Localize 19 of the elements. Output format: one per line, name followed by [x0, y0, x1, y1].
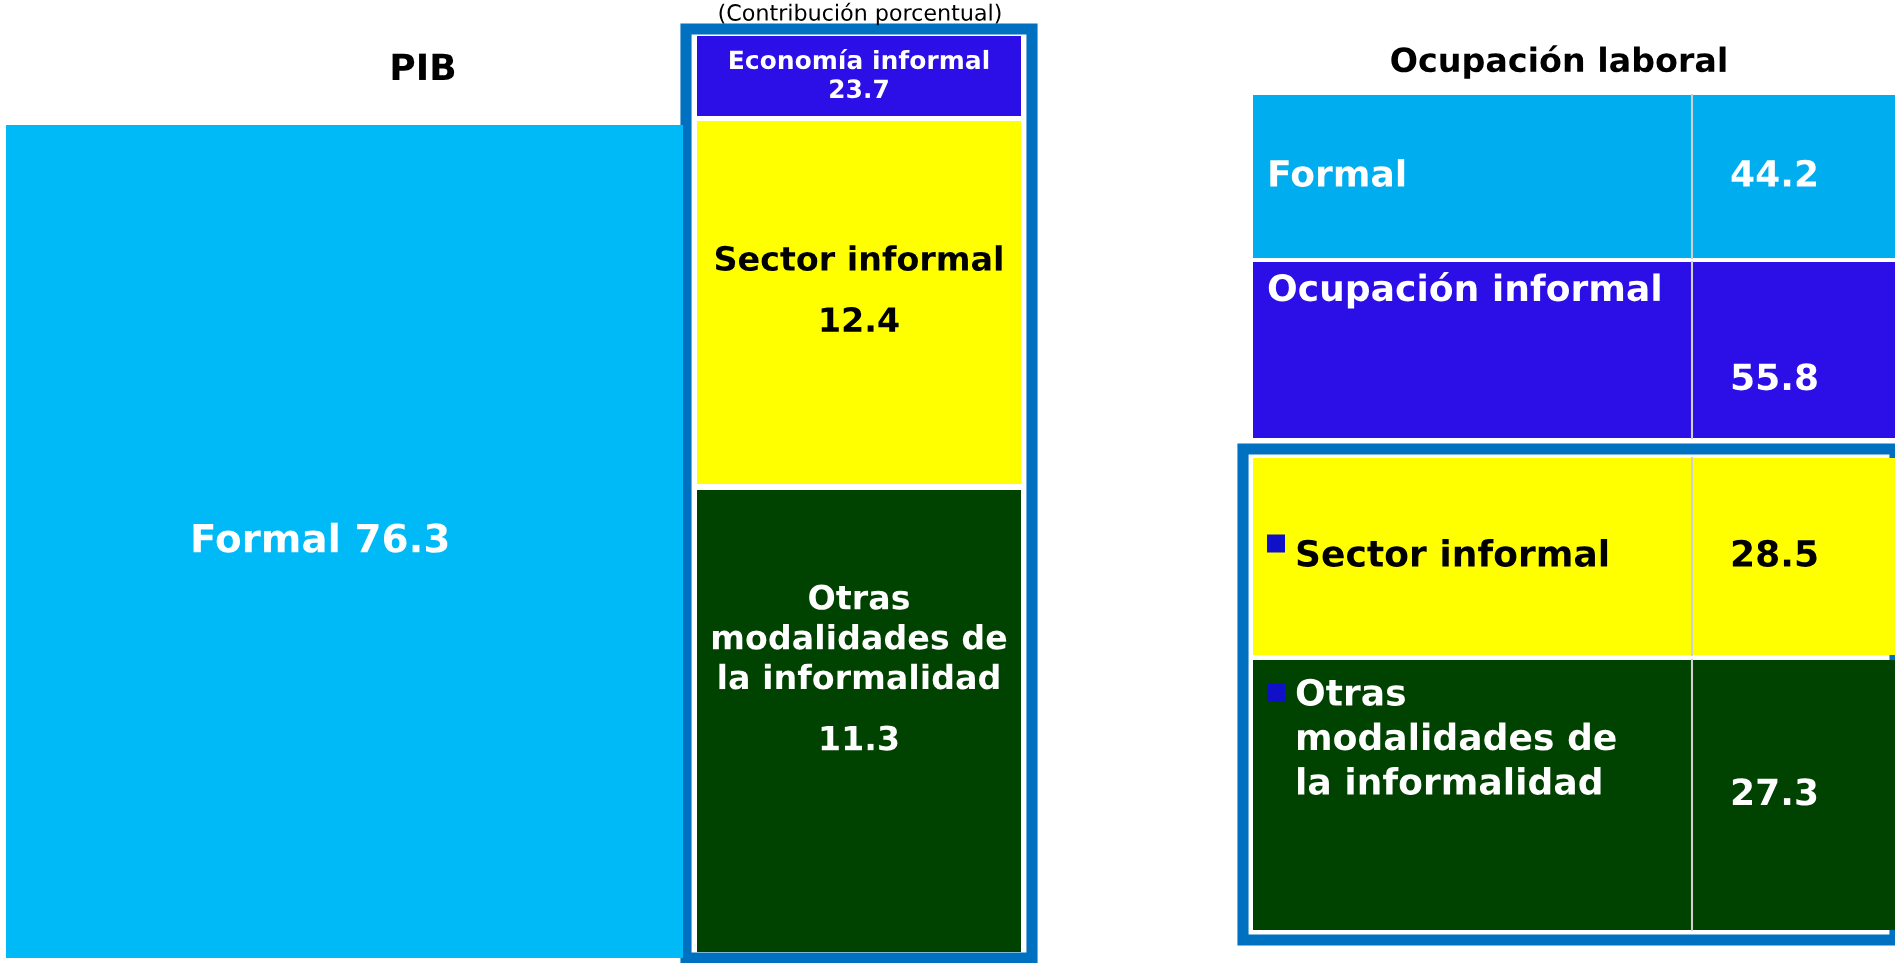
data-label: 55.8 [1732, 363, 1817, 391]
category-label: Sector informal [715, 245, 1002, 272]
data-label: 44.2 [1731, 159, 1816, 187]
data-label: 12.4 [821, 306, 899, 332]
category-label: Formal [1270, 159, 1405, 187]
data-label: 23.7 [830, 79, 888, 99]
category-label: Formal [193, 522, 338, 553]
text: PIB [392, 53, 455, 80]
text: (Contribución porcentual) [719, 2, 1001, 26]
category-label: Otras modalidades de la informalidad [712, 584, 1007, 690]
category-label: Sector informal [1297, 539, 1608, 567]
data-label: 27.3 [1732, 778, 1817, 806]
data-label: 76.3 [357, 523, 448, 553]
data-label: 11.3 [821, 725, 898, 751]
category-label: Economía informal [730, 48, 989, 70]
category-label: Otras modalidades de la informalidad [1296, 678, 1616, 796]
text: Ocupación laboral [1391, 45, 1726, 79]
data-label: 28.5 [1732, 539, 1817, 567]
category-label: Ocupación informal [1268, 272, 1660, 309]
